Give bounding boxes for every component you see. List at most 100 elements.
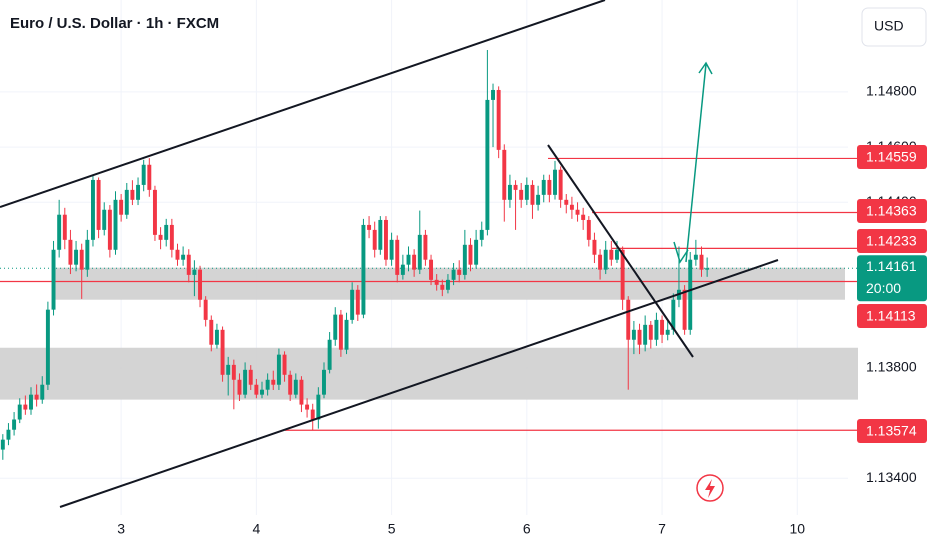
candle-body [282,354,287,375]
icon-bolt[interactable] [705,479,715,498]
candle-body [90,179,95,240]
price-axis: 1.148001.146001.144001.138001.1340034567… [117,83,927,537]
candle-body [586,219,591,240]
candle-body [496,89,501,150]
candle-body [513,184,518,190]
drawings [0,0,779,508]
candle-body [660,319,665,335]
candle-body [152,189,157,235]
candle-body [186,254,191,275]
level-label: 1.14113 [866,308,916,324]
candle-body [74,249,79,265]
candle-body [412,254,417,270]
target-arrow [685,63,707,263]
candle-body [643,324,648,345]
level-label: 1.14559 [866,149,917,165]
candle-body [248,369,253,385]
x-tick-label: 6 [523,521,531,537]
last-price-label: 1.14161 [866,258,917,274]
candle-body [502,149,507,200]
level-label-box [857,199,927,223]
candle-body [620,249,625,300]
candle-body [451,269,456,280]
candle-body [136,184,141,200]
candle-body [615,249,619,260]
candle-body [581,214,586,220]
candle-body [203,299,208,320]
candle-body [338,314,343,350]
candle-body [175,249,180,260]
candle-body [395,239,400,275]
candle-body [355,289,360,315]
candle-body [141,164,146,185]
candle-body [276,354,281,385]
candle-body [107,209,112,250]
candle-body [85,239,90,270]
flash-icon[interactable] [696,474,724,502]
candle-body [124,189,129,215]
candle-body [575,209,580,215]
level-label: 1.14363 [866,203,917,219]
candle-body [671,299,676,330]
candle-body [648,324,653,340]
candle-body [113,199,118,250]
candle-body [271,379,276,385]
candle-body [316,394,321,420]
candle-body [383,219,388,260]
candle-body [102,209,107,230]
candle-body [474,239,479,265]
candle-body [553,169,557,195]
candle-body [130,189,135,200]
y-tick-label: 1.13400 [866,469,917,485]
y-tick-label: 1.14800 [866,83,917,99]
candle-body [17,404,22,420]
x-tick-label: 7 [658,521,666,537]
candle-body [243,369,248,395]
candle-body [260,389,264,395]
candle-body [327,339,332,370]
candle-body [293,379,298,395]
downtrend-line [547,144,694,358]
candle-body [51,249,56,310]
candle-body [344,319,349,350]
candle-body [192,269,197,275]
chart-title: Euro / U.S. Dollar · 1h · FXCM [10,15,219,32]
x-tick-label: 4 [252,521,260,537]
candle-body [288,374,293,395]
candle-body [468,244,473,265]
currency[interactable]: USD [874,18,904,34]
candle-body [558,169,563,200]
candle-body [158,234,163,240]
channel-lower [59,259,779,508]
candle-body [626,299,631,340]
arrow-head [698,61,713,75]
candle-body [699,254,704,270]
candle-body [198,269,202,300]
under-layer [0,0,858,515]
candle-body [62,214,67,240]
candle-body [479,229,484,240]
candle-body [378,219,383,250]
candle-body [462,244,467,275]
candle-body [68,239,73,265]
candle-body [541,179,546,195]
zone [0,347,858,400]
candle-body [29,394,33,410]
candle-body [12,419,17,430]
level-label-box [857,229,927,253]
candle-body [530,184,535,205]
candle-body [485,99,490,230]
last-price-box [857,255,927,302]
candle-body [682,289,687,330]
small-arrow [673,241,689,264]
candle-body [519,189,524,200]
marks-layer [0,49,710,460]
candle-body [665,329,670,335]
candle-body [564,199,569,205]
candle-body [507,184,512,200]
candle-body [40,384,45,400]
candle-body [417,234,422,270]
currency-button[interactable] [861,7,927,47]
candle-body [310,409,315,420]
